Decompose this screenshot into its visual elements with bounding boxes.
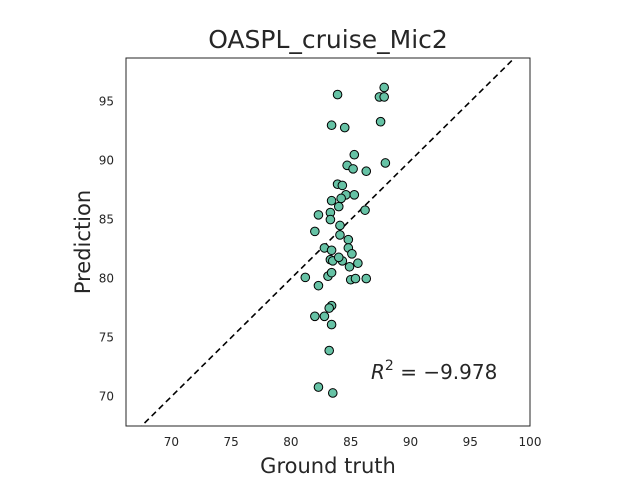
data-point bbox=[300, 272, 311, 283]
y-tick-label: 80 bbox=[99, 272, 114, 286]
data-point bbox=[326, 245, 337, 256]
data-point bbox=[333, 252, 344, 263]
x-tick-label: 70 bbox=[164, 435, 179, 449]
data-point bbox=[335, 220, 345, 231]
data-point bbox=[349, 190, 360, 200]
data-point bbox=[333, 201, 344, 212]
data-point bbox=[310, 311, 320, 322]
data-point bbox=[343, 234, 354, 245]
data-points bbox=[300, 82, 391, 398]
x-tick-label: 80 bbox=[283, 435, 298, 449]
data-point bbox=[336, 193, 346, 204]
y-axis-label: Prediction bbox=[71, 190, 95, 294]
x-tick-label: 75 bbox=[224, 435, 239, 449]
data-point bbox=[344, 261, 355, 272]
x-tick-label: 100 bbox=[519, 435, 542, 449]
x-tick-label: 90 bbox=[403, 435, 418, 449]
r2-annotation: R2 = −9.978 bbox=[371, 358, 497, 384]
data-point bbox=[339, 122, 350, 133]
data-point bbox=[326, 319, 337, 330]
data-point bbox=[350, 273, 361, 284]
plot-frame bbox=[125, 57, 531, 427]
data-point bbox=[349, 149, 360, 160]
x-axis-ticks: 70 75 80 85 90 95 100 bbox=[164, 435, 542, 449]
data-point bbox=[319, 311, 330, 322]
data-point bbox=[327, 388, 338, 398]
chart-title: OASPL_cruise_Mic2 bbox=[208, 25, 448, 54]
data-point bbox=[337, 180, 348, 191]
y-tick-label: 90 bbox=[99, 154, 114, 168]
data-point bbox=[313, 382, 324, 392]
y-tick-label: 85 bbox=[99, 213, 114, 227]
data-point bbox=[326, 267, 337, 278]
y-tick-label: 75 bbox=[99, 331, 114, 345]
r2-symbol: R bbox=[371, 360, 385, 384]
data-point bbox=[375, 116, 386, 127]
data-point bbox=[326, 120, 337, 131]
data-point bbox=[361, 273, 372, 284]
r2-superscript: 2 bbox=[385, 358, 394, 374]
x-axis-label: Ground truth bbox=[260, 454, 396, 478]
data-point bbox=[380, 158, 391, 168]
data-point bbox=[324, 303, 334, 313]
data-point bbox=[310, 226, 320, 237]
x-tick-label: 85 bbox=[343, 435, 358, 449]
data-point bbox=[332, 89, 343, 100]
data-point bbox=[379, 82, 389, 93]
data-point bbox=[335, 230, 345, 240]
data-point bbox=[353, 258, 363, 269]
r2-value: = −9.978 bbox=[394, 360, 498, 384]
data-point bbox=[313, 280, 324, 291]
data-point bbox=[361, 166, 372, 177]
data-point bbox=[313, 210, 324, 220]
data-point bbox=[325, 214, 336, 225]
data-point bbox=[324, 345, 334, 356]
x-tick-label: 95 bbox=[463, 435, 478, 449]
data-point bbox=[347, 248, 357, 259]
plot-area bbox=[125, 57, 531, 427]
y-tick-label: 95 bbox=[99, 95, 114, 109]
reference-line-y-equals-x bbox=[140, 58, 516, 426]
data-point bbox=[348, 164, 358, 174]
y-tick-label: 70 bbox=[99, 390, 114, 404]
data-point bbox=[360, 205, 370, 215]
data-point bbox=[379, 92, 389, 102]
data-point bbox=[326, 195, 337, 206]
y-axis-ticks: 70 75 80 85 90 95 bbox=[99, 95, 114, 404]
